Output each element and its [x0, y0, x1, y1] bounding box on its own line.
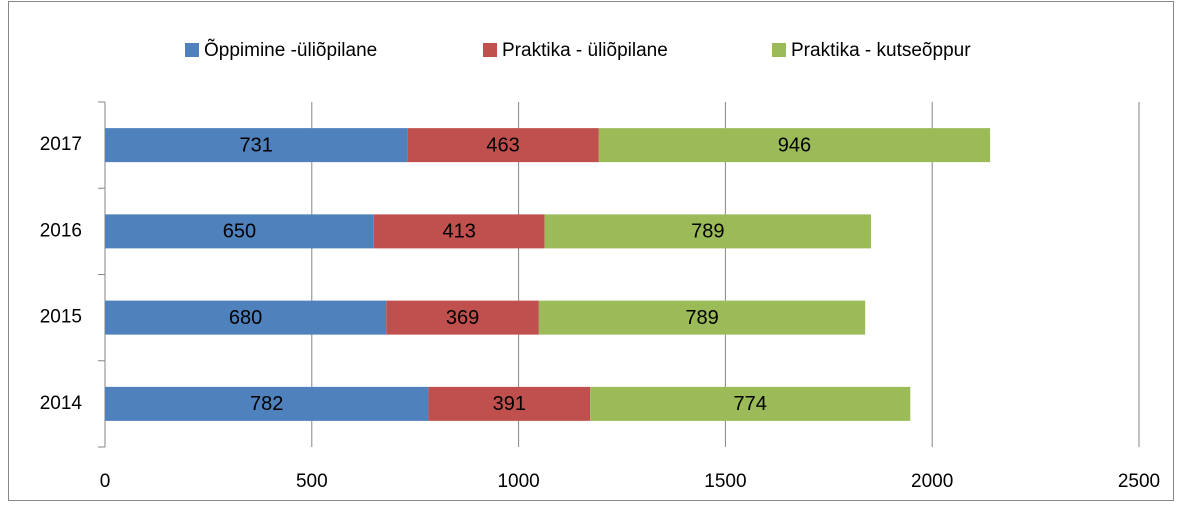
x-tick-label: 1500 — [704, 471, 746, 492]
bar-segment — [105, 300, 387, 335]
data-label: 413 — [443, 221, 476, 243]
bar-segment — [598, 128, 991, 163]
data-label: 731 — [239, 134, 272, 156]
legend-swatch — [185, 43, 199, 57]
data-label: 650 — [223, 221, 256, 243]
data-label: 391 — [493, 393, 526, 415]
bar-segment — [105, 386, 429, 421]
bar-segment — [373, 214, 545, 249]
chart-frame — [8, 1, 1174, 501]
bar-segment — [538, 300, 866, 335]
legend-label: Praktika - kutseõppur — [791, 40, 971, 61]
y-tick-label: 2014 — [40, 393, 83, 414]
data-label: 680 — [229, 307, 262, 329]
legend-label: Praktika - üliõpilane — [502, 40, 668, 61]
bar-segment — [590, 386, 911, 421]
y-tick-label: 2015 — [40, 307, 82, 328]
data-label: 369 — [446, 307, 479, 329]
x-tick-label: 1000 — [497, 471, 539, 492]
legend-swatch — [772, 43, 786, 57]
data-label: 463 — [486, 134, 519, 156]
x-tick-label: 0 — [100, 471, 111, 492]
bar-segment — [105, 128, 408, 163]
y-tick-label: 2016 — [40, 220, 82, 241]
data-label: 946 — [778, 134, 811, 156]
bar-segment — [386, 300, 539, 335]
x-tick-label: 2000 — [911, 471, 953, 492]
bar-segment — [105, 214, 374, 249]
legend-label: Õppimine -üliõpilane — [204, 39, 377, 61]
data-label: 789 — [691, 221, 724, 243]
data-label: 774 — [734, 393, 767, 415]
bar-segment — [544, 214, 871, 249]
legend-swatch — [483, 43, 497, 57]
x-tick-label: 500 — [296, 471, 328, 492]
x-tick-label: 2500 — [1118, 471, 1160, 492]
y-tick-label: 2017 — [40, 134, 82, 155]
bar-segment — [407, 128, 599, 163]
bar-segment — [428, 386, 591, 421]
data-label: 789 — [685, 307, 718, 329]
data-label: 782 — [250, 393, 283, 415]
